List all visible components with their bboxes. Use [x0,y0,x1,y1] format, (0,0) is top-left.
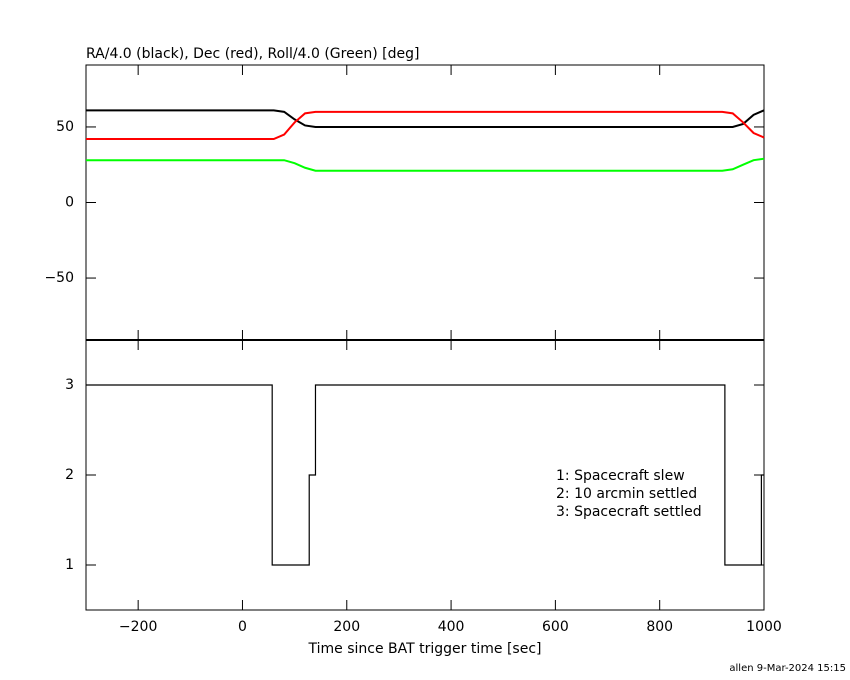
plot-frame [85,64,765,341]
data-line [86,109,765,128]
y-tick-label: 50 [56,119,74,135]
x-tick-label: 0 [238,619,247,635]
x-tick-label: 1000 [746,619,782,635]
x-tick-label: 200 [333,619,360,635]
x-tick-label: 800 [646,619,673,635]
data-line [86,157,765,172]
y-tick-label: 3 [65,377,74,393]
x-tick-label: 600 [542,619,569,635]
annotation: 2: 10 arcmin settled [556,486,697,502]
annotation: 3: Spacecraft settled [556,504,702,520]
annotation: 1: Spacecraft slew [556,468,685,484]
y-tick-label: 2 [65,467,74,483]
chart-title: RA/4.0 (black), Dec (red), Roll/4.0 (Gre… [86,46,419,62]
step-line [86,384,764,566]
x-tick-label: 400 [438,619,465,635]
data-line [86,110,765,141]
y-tick-label: −50 [44,270,74,286]
y-tick-label: 0 [65,195,74,211]
footer: allen 9-Mar-2024 15:15 [729,663,846,674]
y-tick-label: 1 [65,557,74,573]
x-tick-label: −200 [119,619,157,635]
x-axis-label: Time since BAT trigger time [sec] [308,641,542,657]
